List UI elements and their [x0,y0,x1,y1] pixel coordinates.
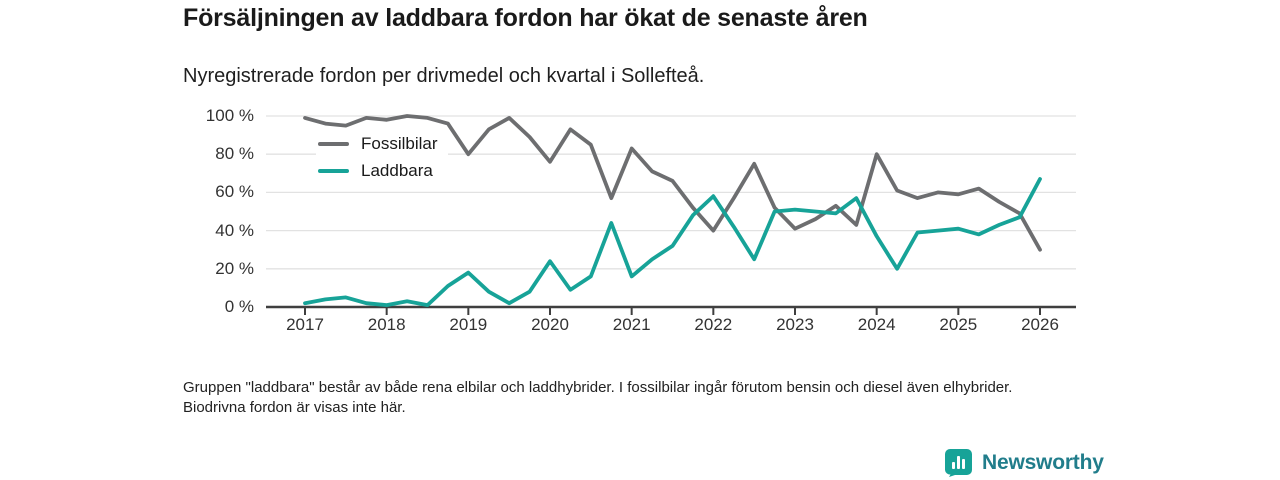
legend-item-fossilbilar: Fossilbilar [316,133,448,155]
series-line-laddbara [303,177,1042,308]
y-tick-label-60: 60 % [215,182,254,202]
legend-label-fossilbilar: Fossilbilar [361,134,438,153]
legend-item-laddbara: Laddbara [316,160,448,182]
x-tick-label-2017: 2017 [286,315,324,334]
y-tick-label-0: 0 % [224,297,254,316]
chart-subtitle: Nyregistrerade fordon per drivmedel och … [183,65,705,87]
x-tick-label-2025: 2025 [939,315,978,334]
x-tick-label-2023: 2023 [776,315,814,334]
page-title: Försäljningen av laddbara fordon har öka… [183,4,868,32]
x-tick-label-2024: 2024 [857,315,896,334]
chart-legend: Fossilbilar Laddbara [316,133,448,182]
fossilbilar-line-swatch [318,142,349,146]
y-tick-label-40: 40 % [215,220,254,240]
newsworthy-wordmark: Newsworthy [982,450,1104,474]
y-tick-label-100: 100 % [205,106,254,125]
x-tick-label-2022: 2022 [694,315,733,334]
laddbara-line-swatch [318,169,349,173]
newsworthy-branding-link[interactable]: Newsworthy [944,448,1104,477]
x-tick-label-2021: 2021 [612,315,651,334]
chart-footnote: Gruppen "laddbara" består av både rena e… [183,379,1013,416]
y-tick-label-20: 20 % [215,258,254,278]
legend-label-laddbara: Laddbara [361,161,433,180]
x-tick-label-2018: 2018 [367,315,406,334]
x-tick-label-2020: 2020 [531,315,569,334]
newsworthy-logo-icon [945,449,972,477]
x-tick-label-2019: 2019 [449,315,488,334]
y-tick-label-80: 80 % [215,144,254,164]
x-tick-label-2026: 2026 [1021,315,1059,334]
